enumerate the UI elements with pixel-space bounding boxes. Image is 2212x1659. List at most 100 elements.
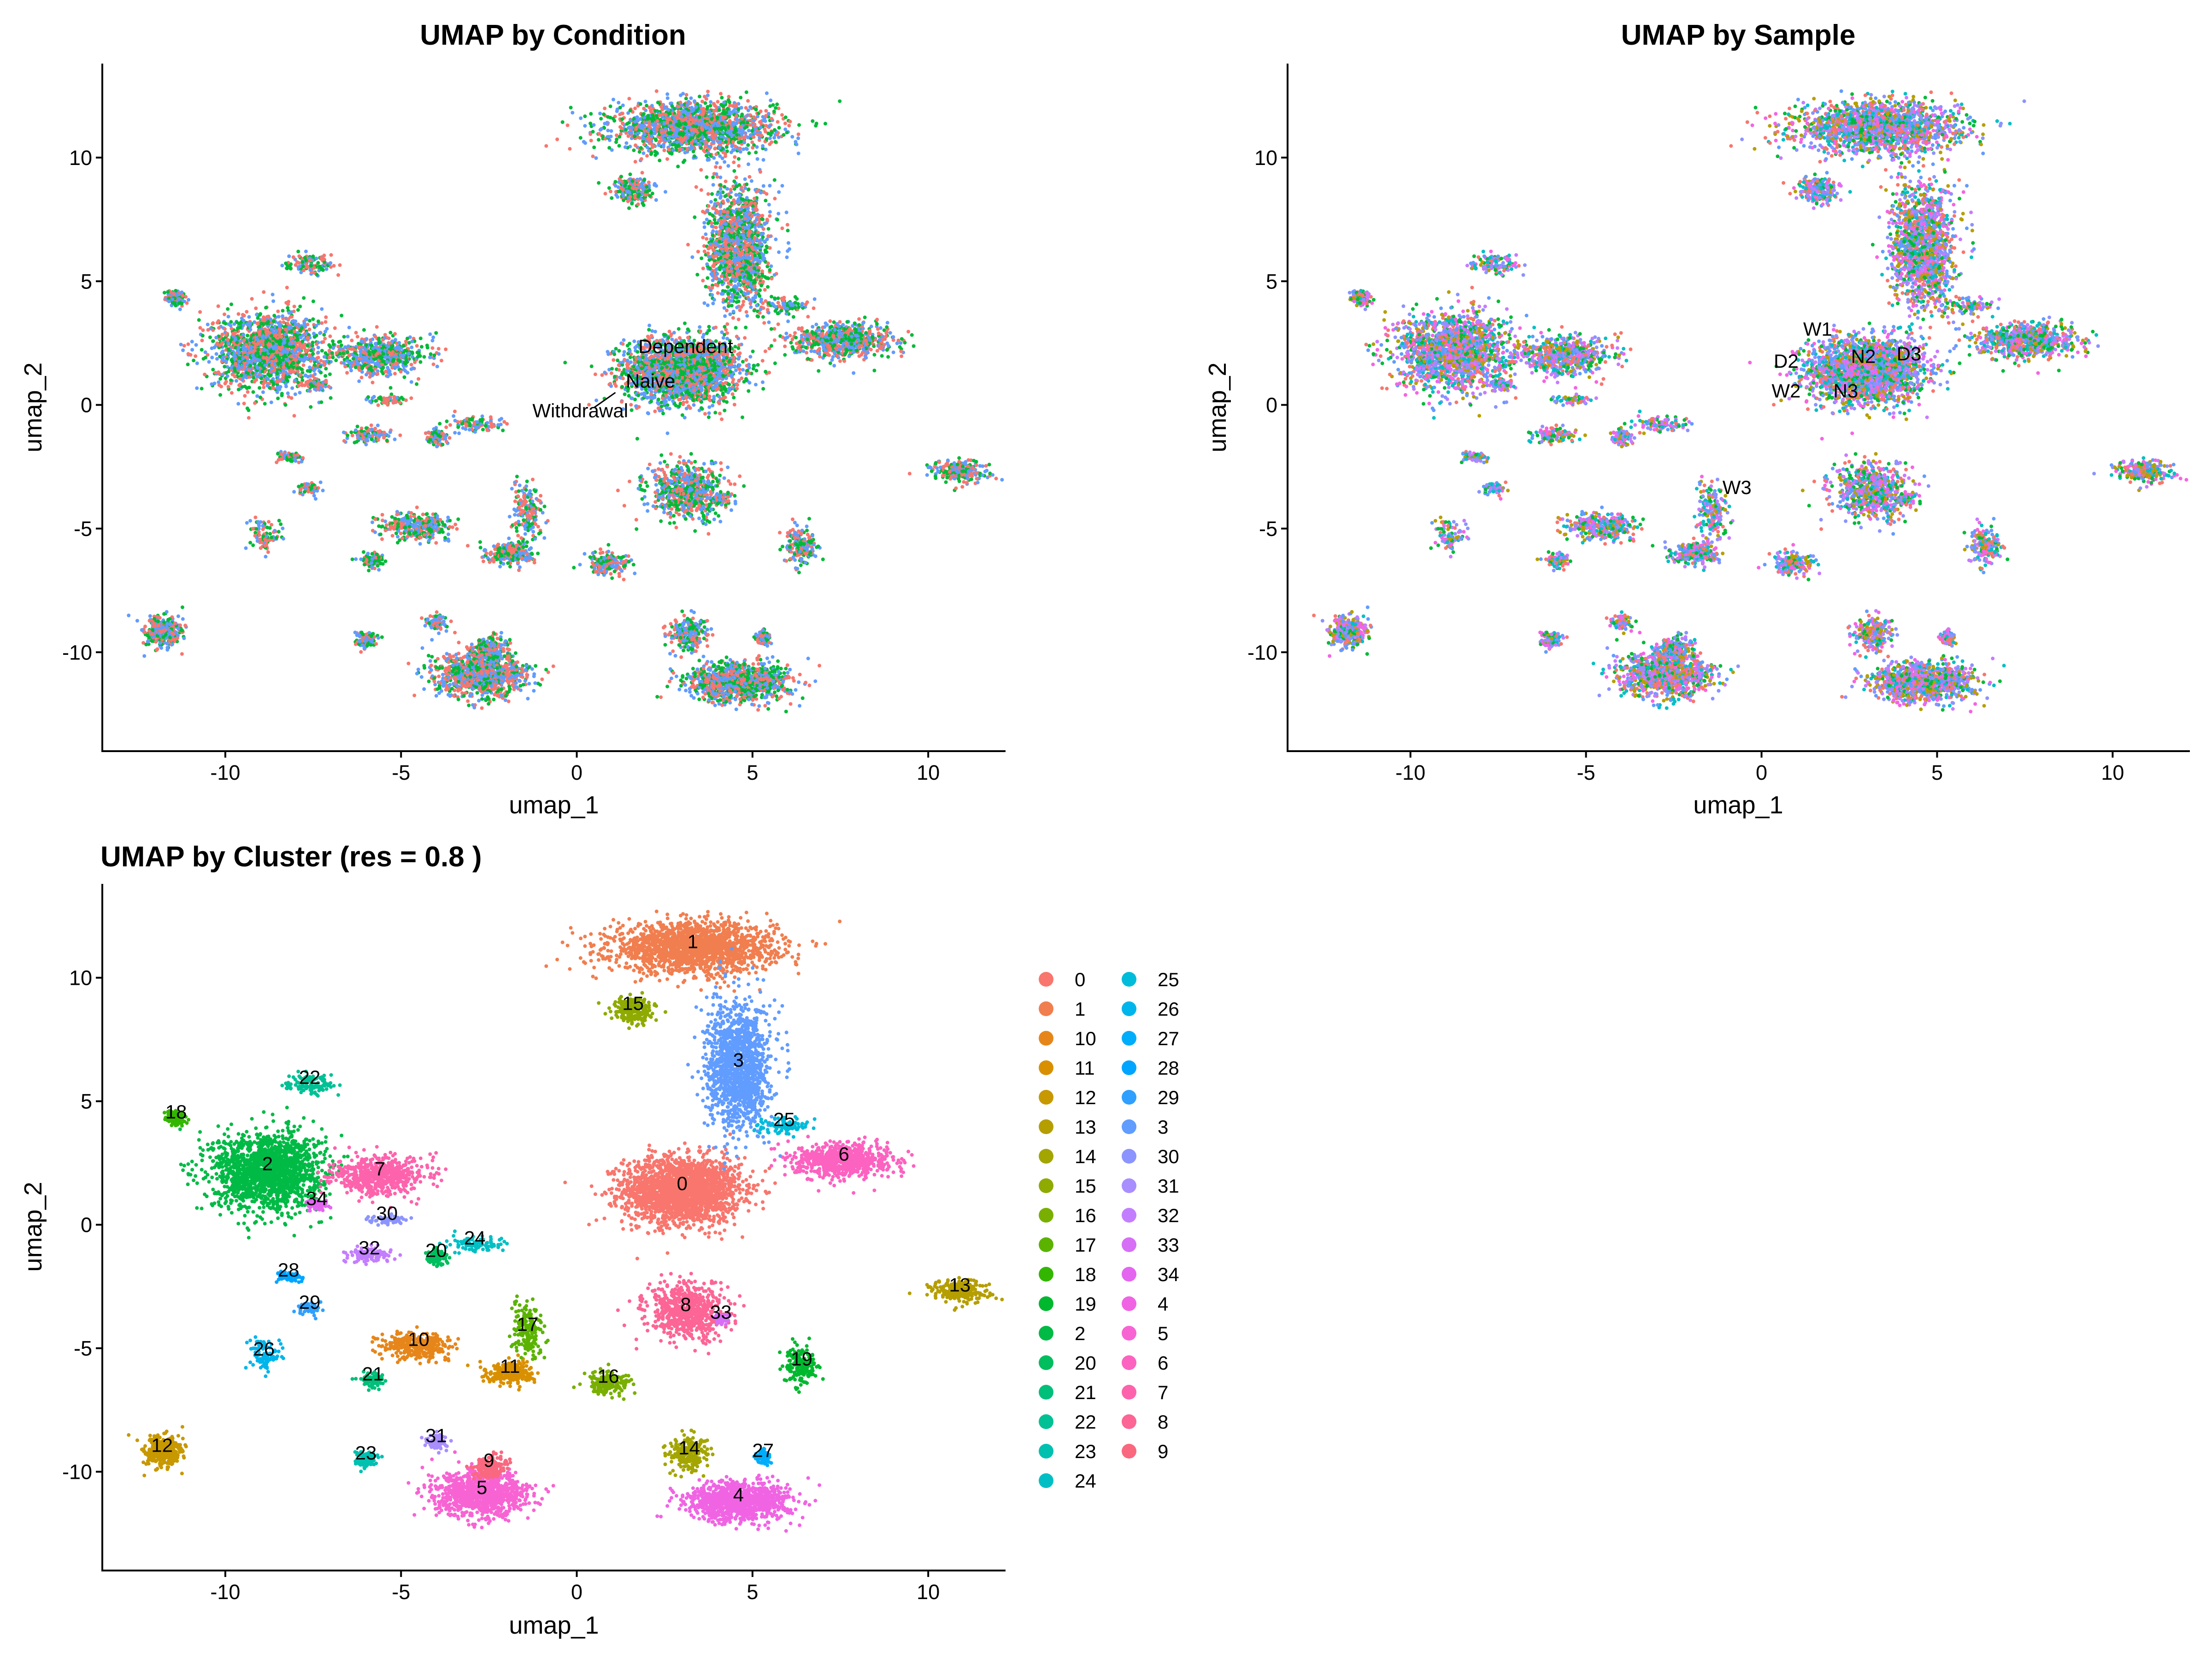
umap-point <box>620 385 624 389</box>
umap-point <box>656 100 660 105</box>
umap-point <box>838 99 842 103</box>
umap-point <box>593 372 597 377</box>
umap-point <box>691 149 695 153</box>
umap-point <box>186 362 190 366</box>
umap-point <box>665 96 670 100</box>
umap-point <box>717 394 721 399</box>
umap-point <box>623 392 627 396</box>
umap-point <box>669 363 673 367</box>
umap-point <box>638 102 642 106</box>
umap-point <box>725 400 729 404</box>
umap-point <box>719 92 723 96</box>
umap-point <box>748 105 752 109</box>
umap-point <box>662 138 666 142</box>
umap-point <box>626 134 630 138</box>
umap-point <box>617 349 621 353</box>
umap-point <box>744 90 748 94</box>
umap-point <box>675 140 679 144</box>
umap-point <box>637 405 641 409</box>
umap-point <box>649 400 653 404</box>
umap-point <box>688 388 693 392</box>
umap-point <box>676 379 680 383</box>
umap-point <box>697 397 701 401</box>
umap-point <box>685 103 689 107</box>
umap-point <box>699 329 702 333</box>
umap-point <box>630 396 634 400</box>
umap-point <box>727 360 731 364</box>
umap-point <box>640 392 643 396</box>
umap-point <box>652 128 655 132</box>
umap-point <box>664 127 668 131</box>
umap-point <box>735 387 739 391</box>
umap-point <box>745 369 749 373</box>
umap-point <box>639 146 643 150</box>
umap-point <box>633 360 637 365</box>
umap-point <box>811 119 815 123</box>
umap-point <box>648 395 653 399</box>
umap-point <box>605 121 609 125</box>
umap-point <box>262 290 266 294</box>
umap-point <box>568 147 572 151</box>
umap-point <box>219 384 224 388</box>
umap-point <box>286 302 290 306</box>
umap-point <box>654 114 659 118</box>
umap-point <box>772 109 776 113</box>
umap-point <box>622 353 626 357</box>
umap-point <box>734 102 738 106</box>
umap-point <box>780 113 784 117</box>
umap-point <box>796 136 800 140</box>
umap-point <box>224 371 228 375</box>
umap-point <box>678 100 682 105</box>
umap-point <box>629 118 633 123</box>
umap-point <box>747 366 751 370</box>
umap-point <box>285 286 289 289</box>
umap-point <box>234 379 238 383</box>
umap-point <box>712 140 716 144</box>
umap-point <box>621 121 624 125</box>
umap-point <box>720 417 724 421</box>
umap-point <box>702 381 706 385</box>
umap-point <box>709 100 713 104</box>
umap-point <box>746 99 750 103</box>
umap-point <box>715 130 719 134</box>
umap-point <box>731 123 735 127</box>
umap-point <box>261 390 265 394</box>
umap-point <box>754 107 758 112</box>
umap-point <box>621 377 625 381</box>
umap-point <box>229 381 233 385</box>
umap-point <box>666 108 671 112</box>
umap-point <box>718 165 722 170</box>
umap-point <box>682 358 687 362</box>
umap-point <box>704 97 708 101</box>
umap-point <box>671 143 675 147</box>
umap-point <box>671 148 675 153</box>
umap-point <box>697 115 701 119</box>
umap-point <box>747 363 751 367</box>
umap-point <box>712 397 716 401</box>
umap-point <box>254 306 258 310</box>
umap-point <box>669 124 673 129</box>
umap-point <box>589 112 593 116</box>
umap-point <box>656 125 660 129</box>
umap-point <box>824 122 827 126</box>
umap-point <box>724 145 729 149</box>
umap-point <box>722 100 726 105</box>
umap-point <box>197 318 201 322</box>
umap-point <box>565 123 570 127</box>
umap-point <box>639 157 643 161</box>
umap-point <box>760 359 765 363</box>
umap-point <box>200 387 204 391</box>
umap-point <box>717 108 721 112</box>
umap-point <box>716 100 720 104</box>
umap-point <box>598 112 602 116</box>
umap-point <box>742 141 747 145</box>
umap-point <box>642 106 646 111</box>
umap-point <box>629 408 634 412</box>
umap-point <box>744 147 748 151</box>
umap-point <box>659 105 663 109</box>
umap-point <box>713 104 717 108</box>
umap-point <box>754 150 758 154</box>
umap-point <box>207 360 211 364</box>
umap-point <box>276 396 280 400</box>
umap-point <box>675 384 679 388</box>
